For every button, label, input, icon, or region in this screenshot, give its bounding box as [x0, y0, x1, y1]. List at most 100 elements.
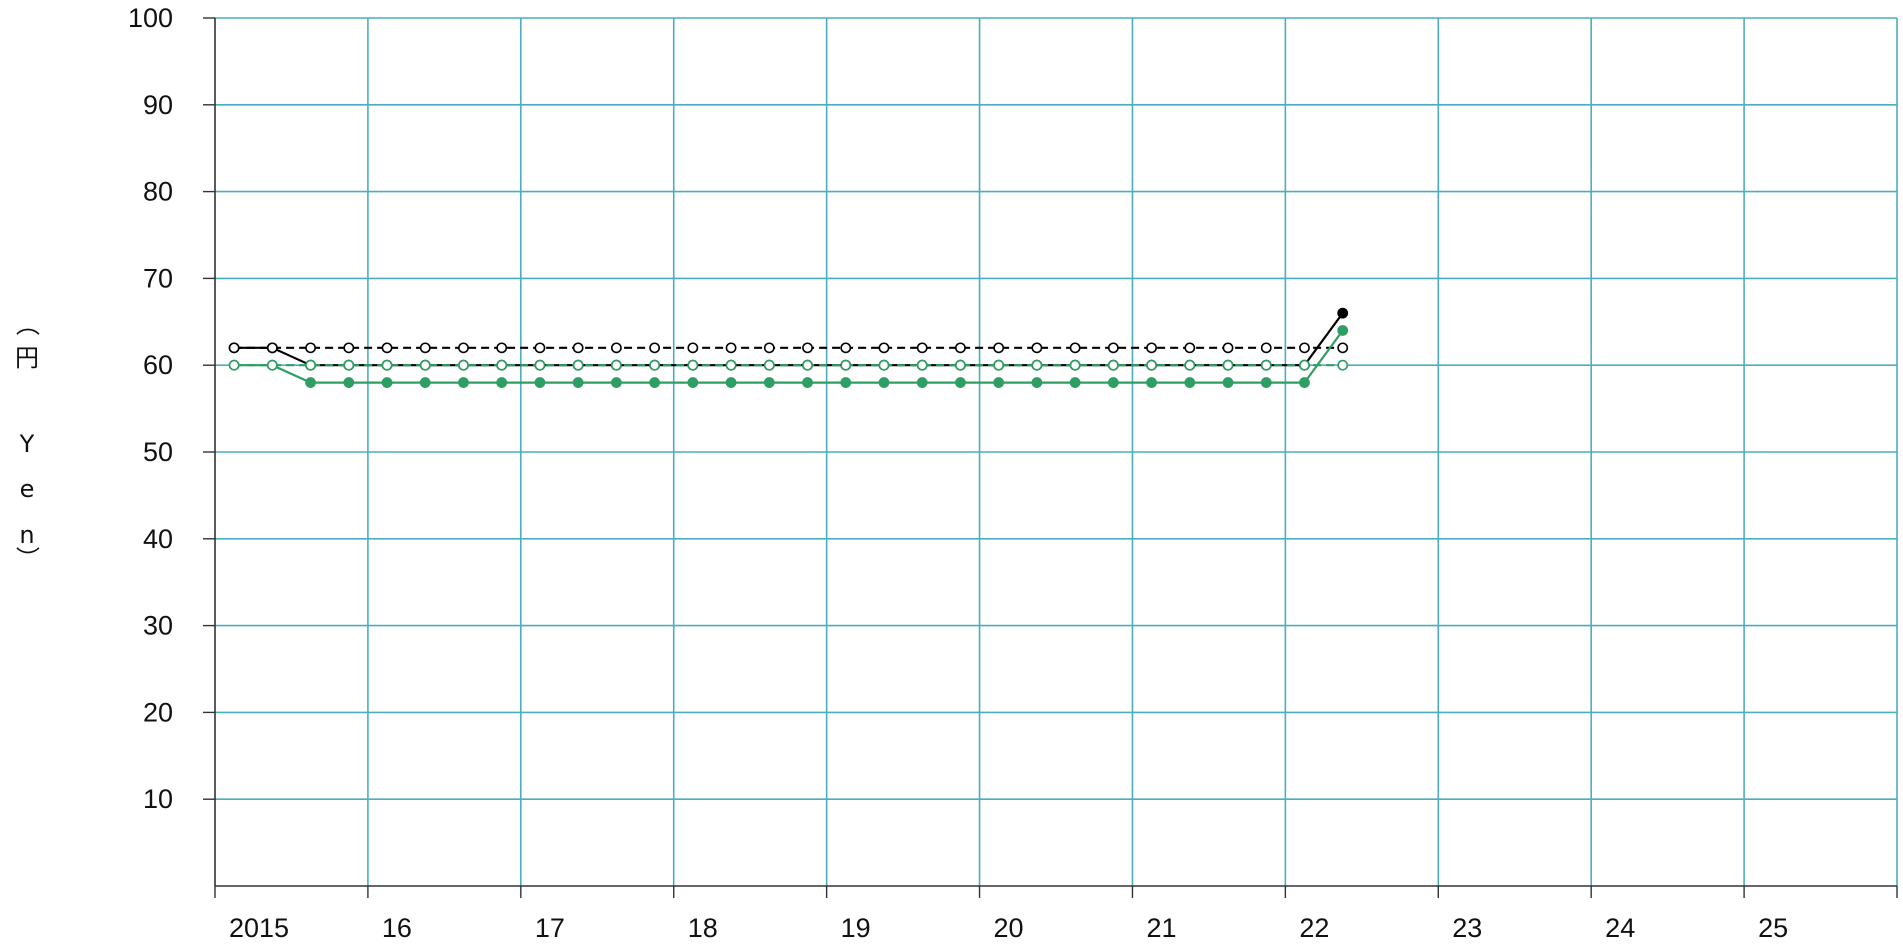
data-point [228, 342, 240, 354]
data-point [266, 342, 278, 354]
data-point [1299, 377, 1310, 388]
data-point [534, 377, 546, 388]
data-point [1184, 377, 1196, 388]
data-point [1184, 342, 1196, 354]
y-tick-label: 90 [143, 90, 173, 120]
data-point [266, 359, 278, 371]
data-point [496, 359, 508, 371]
data-point [458, 359, 469, 371]
series-line [234, 312, 1344, 367]
data-point [802, 359, 813, 371]
data-point [1146, 377, 1157, 388]
x-tick-label: 18 [688, 913, 718, 943]
data-point [649, 359, 661, 371]
data-point [534, 342, 546, 354]
data-point [228, 359, 240, 371]
data-point [1222, 359, 1234, 371]
data-point [1260, 342, 1272, 354]
x-tick-label: 17 [535, 913, 565, 943]
data-point [687, 359, 699, 371]
data-point [610, 377, 622, 388]
data-point [763, 377, 775, 388]
x-tick-label: 24 [1605, 913, 1635, 943]
y-tick-label: 80 [143, 177, 173, 207]
data-point [572, 359, 584, 371]
x-tick-label: 20 [994, 913, 1024, 943]
data-point [1299, 342, 1310, 354]
data-point [1107, 359, 1119, 371]
data-point [381, 359, 393, 371]
data-point [572, 342, 584, 354]
data-point [916, 359, 928, 371]
data-point [458, 377, 469, 388]
y-tick-label: 10 [143, 784, 173, 814]
data-point [1031, 359, 1043, 371]
y-axis-label-char: e [20, 475, 35, 503]
label-layer: 10 20 30 40 50 60 70 80 90 100 2015 16 17 18 19 20 21 22 2… [13, 3, 1788, 943]
data-point [534, 359, 546, 371]
data-point [993, 342, 1005, 354]
data-point [343, 342, 355, 354]
data-point [1031, 342, 1043, 354]
data-point [572, 377, 584, 388]
series-layer [228, 307, 1349, 388]
x-tick-label: 2015 [229, 913, 289, 943]
y-axis-label-char: 円 [15, 344, 39, 372]
data-point [687, 342, 699, 354]
data-point [725, 342, 737, 354]
data-point [955, 359, 966, 371]
data-point [878, 377, 890, 388]
data-point [916, 342, 928, 354]
data-point [763, 359, 775, 371]
data-point [381, 342, 393, 354]
data-point [649, 342, 661, 354]
y-tick-label: 40 [143, 524, 173, 554]
data-point [649, 377, 661, 388]
data-point [1184, 359, 1196, 371]
data-point [1260, 359, 1272, 371]
y-axis-label-char: Y [19, 430, 35, 458]
data-point [1260, 377, 1272, 388]
data-point [1337, 307, 1349, 319]
y-axis-label-char: ） [13, 546, 41, 570]
data-point [1069, 342, 1081, 354]
data-point [419, 359, 431, 371]
data-point [610, 359, 622, 371]
data-point [802, 377, 813, 388]
data-point [725, 359, 737, 371]
data-point [419, 377, 431, 388]
y-tick-label: 20 [143, 697, 173, 727]
x-tick-label: 23 [1452, 913, 1482, 943]
data-point [955, 377, 966, 388]
data-point [458, 342, 469, 354]
y-tick-label: 30 [143, 611, 173, 641]
data-point [955, 342, 966, 354]
y-tick-label: 70 [143, 263, 173, 293]
data-point [419, 342, 431, 354]
axis-layer [203, 17, 1898, 898]
data-point [878, 359, 890, 371]
data-point [1222, 342, 1234, 354]
data-point [305, 359, 316, 371]
data-point [1222, 377, 1234, 388]
x-tick-label: 22 [1299, 913, 1329, 943]
data-point [1337, 342, 1349, 354]
data-point [1146, 359, 1157, 371]
data-point [1031, 377, 1043, 388]
data-point [343, 377, 355, 388]
data-point [1107, 377, 1119, 388]
data-point [802, 342, 813, 354]
data-point [1069, 377, 1081, 388]
x-tick-label: 21 [1146, 913, 1176, 943]
data-point [687, 377, 699, 388]
data-point [1069, 359, 1081, 371]
data-point [1146, 342, 1157, 354]
data-point [725, 377, 737, 388]
data-point [496, 377, 508, 388]
y-axis-label-char: （ [13, 312, 41, 336]
y-axis-label-char: n [19, 521, 34, 549]
data-point [840, 359, 852, 371]
data-point [916, 377, 928, 388]
data-point [840, 342, 852, 354]
